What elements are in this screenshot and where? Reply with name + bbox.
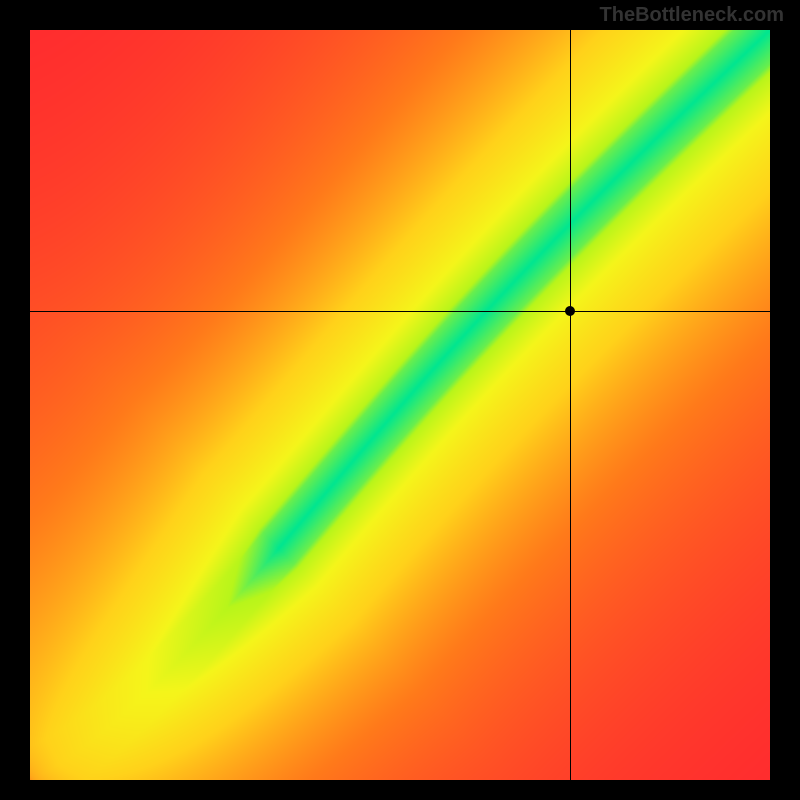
attribution-text: TheBottleneck.com [600,4,784,27]
crosshair-marker [565,306,575,316]
crosshair-horizontal [30,311,770,312]
heatmap-plot [30,30,770,780]
heatmap-canvas [30,30,770,780]
crosshair-vertical [570,30,571,780]
